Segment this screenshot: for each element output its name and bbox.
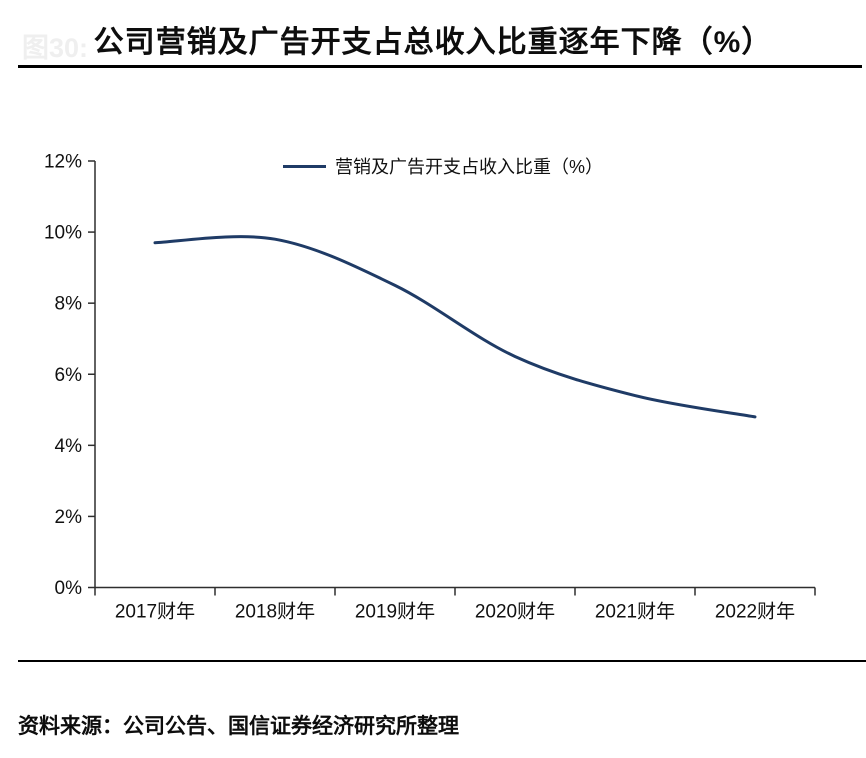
y-tick-label: 8% bbox=[55, 294, 83, 315]
x-tick-label: 2021财年 bbox=[595, 600, 675, 622]
legend: 营销及广告开支占收入比重（%） bbox=[283, 153, 603, 179]
trend-line bbox=[153, 235, 757, 419]
x-tick-label: 2020财年 bbox=[475, 600, 555, 622]
y-tick-label: 12% bbox=[44, 152, 82, 173]
y-tick-label: 0% bbox=[55, 578, 83, 599]
x-tick-label: 2018财年 bbox=[235, 600, 315, 622]
figure-number-label: 图30: bbox=[22, 33, 89, 63]
y-tick-label: 4% bbox=[55, 436, 83, 457]
footer-divider bbox=[18, 660, 866, 662]
legend-label: 营销及广告开支占收入比重（%） bbox=[335, 157, 604, 177]
x-tick-label: 2019财年 bbox=[355, 600, 435, 622]
y-tick-label: 2% bbox=[55, 507, 83, 528]
chart-title: 公司营销及广告开支占总收入比重逐年下降（%） bbox=[93, 26, 773, 59]
legend-line-swatch bbox=[283, 164, 326, 168]
y-tick-label: 6% bbox=[55, 365, 83, 386]
source-note: 资料来源：公司公告、国信证券经济研究所整理 bbox=[18, 715, 459, 738]
y-tick-label: 10% bbox=[44, 223, 82, 244]
x-tick-label: 2017财年 bbox=[115, 600, 195, 622]
x-tick-label: 2022财年 bbox=[715, 600, 795, 622]
line-chart-canvas: 0% 2% 4% 6% 8% 10% 12% 2017财年 2018财年 2019财年 2020财年… bbox=[44, 152, 816, 622]
title-divider bbox=[18, 65, 862, 68]
